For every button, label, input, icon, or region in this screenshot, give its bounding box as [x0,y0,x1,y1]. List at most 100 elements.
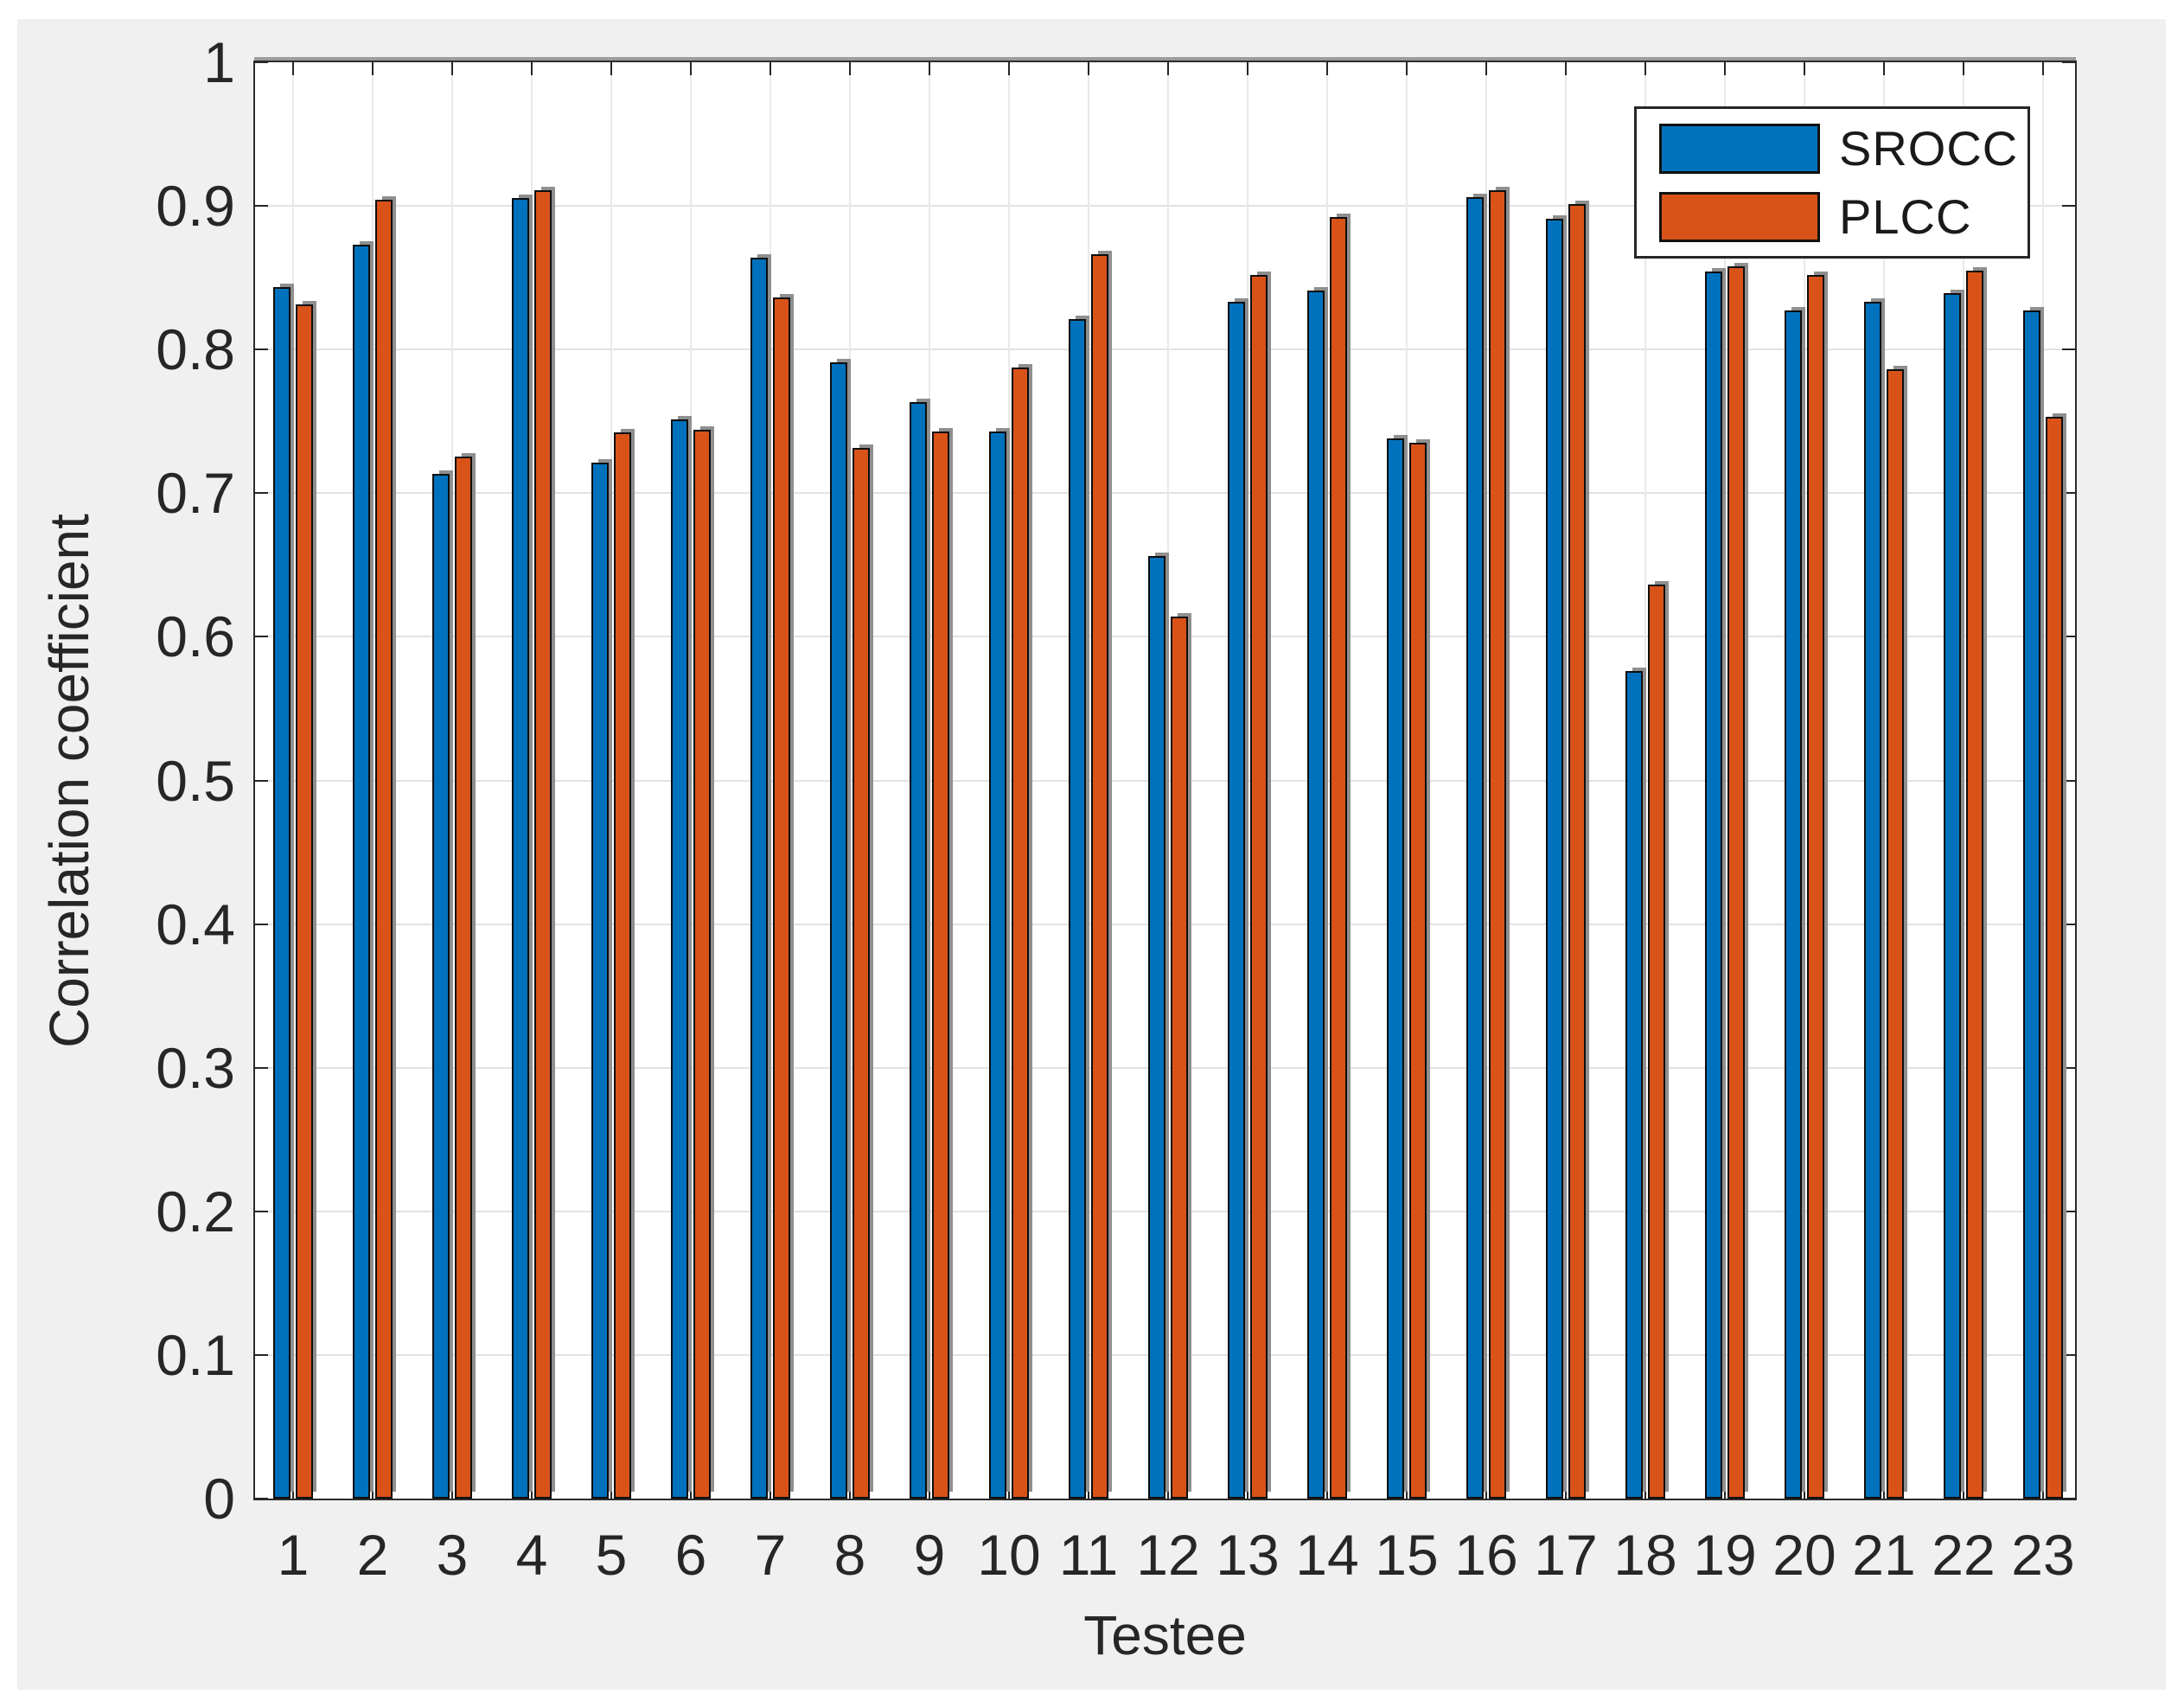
x-gridline [1167,62,1169,1499]
x-tick-label: 7 [754,1523,787,1587]
x-tick-label: 14 [1295,1523,1359,1587]
bar-plcc-testee-9 [932,431,949,1499]
x-tick-mark-top [770,62,771,75]
x-tick-mark-top [1088,62,1089,75]
x-tick-label: 11 [1058,1523,1119,1587]
x-tick-label: 21 [1852,1523,1916,1587]
x-tick-mark-top [451,62,453,75]
bar-plcc-testee-20 [1807,274,1824,1499]
x-tick-label: 22 [1932,1523,1996,1587]
legend-row-plcc: PLCC [1659,189,2028,245]
bar-srocc-testee-15 [1387,438,1404,1499]
y-tick-mark-right [2062,1353,2075,1356]
x-tick-label: 5 [595,1523,628,1587]
x-tick-mark-top [1883,62,1885,75]
bar-plcc-testee-6 [693,429,711,1499]
x-tick-mark-top [1008,62,1010,75]
x-tick-mark-top [531,62,533,75]
x-gridline [1406,62,1408,1499]
bar-plcc-testee-17 [1568,204,1586,1499]
x-gridline [1883,62,1885,1499]
bar-plcc-testee-10 [1012,368,1029,1499]
y-tick-label: 0 [203,1467,235,1531]
x-gridline [690,62,692,1499]
y-tick-mark-right [2062,61,2075,63]
y-tick-mark-left [255,205,268,208]
x-gridline [1963,62,1964,1499]
y-tick-mark-right [2062,923,2075,925]
x-gridline [849,62,851,1499]
x-tick-label: 12 [1136,1523,1200,1587]
y-tick-label: 0.7 [156,461,235,526]
bar-plcc-testee-22 [1966,270,1983,1499]
plcc-swatch-icon [1659,191,1820,242]
bar-plcc-testee-13 [1250,274,1268,1499]
y-tick-label: 0.6 [156,604,235,669]
bar-srocc-testee-18 [1625,670,1643,1499]
x-gridline [1565,62,1567,1499]
y-tick-label: 1 [203,30,235,94]
y-tick-mark-left [255,492,268,495]
srocc-swatch-icon [1659,123,1820,174]
bar-srocc-testee-22 [1944,293,1961,1499]
y-tick-mark-left [255,923,268,925]
x-tick-label: 13 [1216,1523,1280,1587]
x-tick-label: 18 [1613,1523,1677,1587]
bar-plcc-testee-1 [296,304,313,1499]
bar-srocc-testee-23 [2023,310,2040,1499]
bar-srocc-testee-12 [1148,556,1165,1499]
y-tick-label: 0.3 [156,1035,235,1100]
bar-srocc-testee-9 [910,402,927,1499]
x-tick-mark-bottom [770,1486,771,1499]
x-tick-mark-bottom [1644,1486,1646,1499]
legend-box: SROCC PLCC [1634,106,2030,259]
x-tick-mark-top [292,62,294,75]
bar-plcc-testee-19 [1727,265,1745,1499]
x-tick-mark-top [1485,62,1487,75]
bar-srocc-testee-11 [1069,318,1086,1499]
y-tick-mark-right [2062,779,2075,782]
x-tick-mark-top [372,62,374,75]
legend-label-srocc: SROCC [1839,121,2019,176]
x-tick-mark-top [1565,62,1567,75]
y-tick-label: 0.4 [156,892,235,956]
x-axis-title: Testee [1083,1604,1247,1666]
x-tick-label: 20 [1772,1523,1836,1587]
y-gridline [255,348,2075,351]
y-tick-mark-right [2062,205,2075,208]
x-tick-mark-bottom [610,1486,612,1499]
bar-plcc-testee-11 [1091,254,1108,1499]
x-tick-mark-bottom [2042,1486,2044,1499]
y-gridline [255,492,2075,495]
bar-srocc-testee-13 [1228,302,1245,1499]
x-tick-label: 1 [277,1523,310,1587]
x-tick-mark-top [610,62,612,75]
x-tick-mark-bottom [929,1486,930,1499]
x-tick-mark-top [849,62,851,75]
y-tick-label: 0.5 [156,748,235,813]
x-gridline [1724,62,1726,1499]
y-tick-label: 0.9 [156,174,235,239]
bar-srocc-testee-16 [1466,196,1484,1499]
y-tick-mark-right [2062,348,2075,351]
x-tick-label: 10 [977,1523,1041,1587]
bar-plcc-testee-23 [2046,416,2063,1499]
x-tick-mark-top [929,62,930,75]
y-tick-mark-right [2062,636,2075,638]
bar-srocc-testee-8 [830,361,847,1499]
x-tick-mark-bottom [1804,1486,1805,1499]
x-tick-mark-bottom [1724,1486,1726,1499]
x-tick-mark-bottom [849,1486,851,1499]
y-tick-mark-left [255,1353,268,1356]
x-tick-label: 17 [1534,1523,1598,1587]
x-gridline [1804,62,1805,1499]
x-gridline [1008,62,1010,1499]
x-tick-mark-top [1963,62,1964,75]
y-tick-mark-right [2062,492,2075,495]
x-tick-mark-top [1326,62,1328,75]
bar-srocc-testee-4 [512,198,529,1499]
bar-srocc-testee-14 [1307,290,1325,1499]
y-tick-label: 0.1 [156,1322,235,1387]
